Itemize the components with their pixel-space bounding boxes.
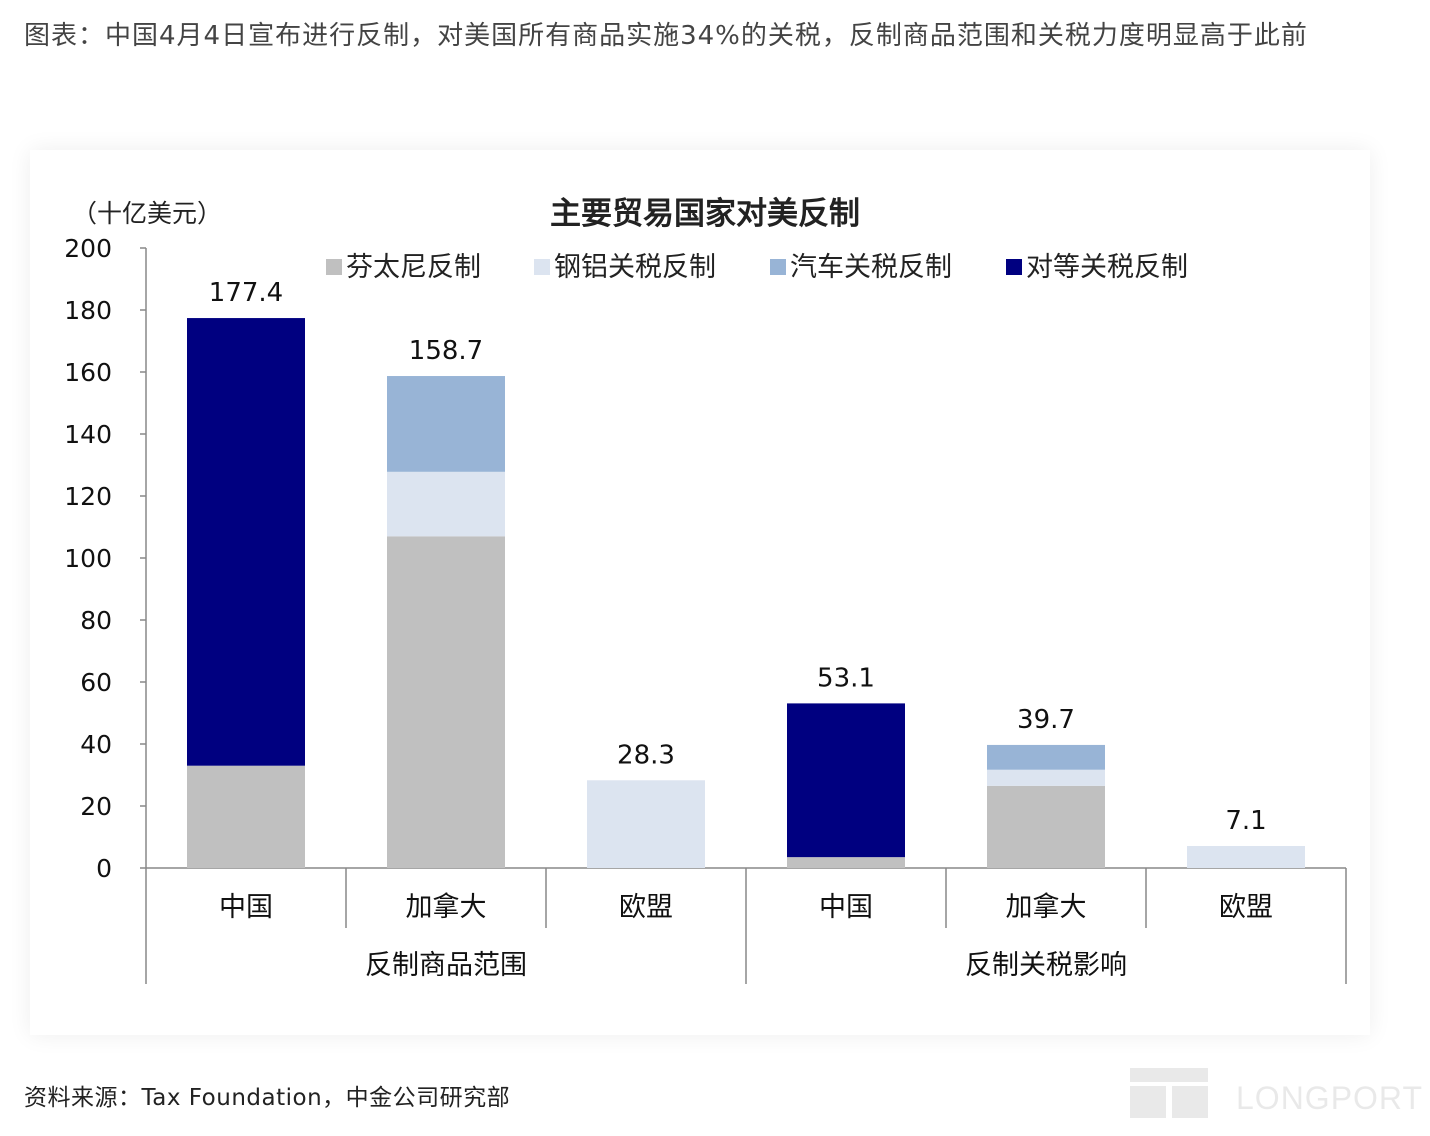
bar-total-label: 28.3 xyxy=(617,740,675,770)
y-tick-label: 120 xyxy=(64,482,112,511)
bar-segment xyxy=(387,536,505,868)
chart-title: 主要贸易国家对美反制 xyxy=(550,196,860,232)
legend-label: 钢铝关税反制 xyxy=(554,252,716,283)
legend-swatch xyxy=(534,259,550,275)
watermark-text: LONGPORT xyxy=(1236,1080,1423,1116)
legend-label: 芬太尼反制 xyxy=(346,252,481,283)
source-note: 资料来源：Tax Foundation，中金公司研究部 xyxy=(24,1085,511,1111)
bar-segment xyxy=(387,376,505,472)
bar-segment xyxy=(987,769,1105,786)
y-axis-unit-label: （十亿美元） xyxy=(72,199,222,228)
x-category-label: 欧盟 xyxy=(1219,892,1273,923)
stacked-bar-chart: 主要贸易国家对美反制 （十亿美元） 0 20 40 60 80 100 120 140 160 1… xyxy=(64,196,1347,984)
bar-segment xyxy=(187,318,305,766)
x-group-label: 反制关税影响 xyxy=(965,950,1127,981)
legend-swatch xyxy=(1006,259,1022,275)
chart-figure: 主要贸易国家对美反制 （十亿美元） 0 20 40 60 80 100 120 140 160 1… xyxy=(30,150,1370,1035)
legend-swatch xyxy=(770,259,786,275)
legend-label: 对等关税反制 xyxy=(1026,252,1188,283)
bar-total-label: 158.7 xyxy=(409,336,483,366)
bar-segment xyxy=(987,785,1105,868)
y-tick-label: 160 xyxy=(64,358,112,387)
legend-label: 汽车关税反制 xyxy=(790,252,952,283)
bar-total-label: 177.4 xyxy=(209,278,283,308)
x-category-label: 加拿大 xyxy=(1006,892,1087,923)
bar-segment xyxy=(587,780,705,868)
longport-watermark: LONGPORT xyxy=(1128,1066,1422,1122)
y-tick-label: 20 xyxy=(80,792,112,821)
bar-segment xyxy=(787,703,905,858)
bar-segment xyxy=(387,471,505,537)
bar-total-label: 53.1 xyxy=(817,663,875,693)
bar-total-label: 39.7 xyxy=(1017,705,1075,735)
bar-segment xyxy=(187,765,305,868)
bar-segment xyxy=(987,744,1105,770)
y-tick-label: 0 xyxy=(96,854,112,883)
legend-swatch xyxy=(326,259,342,275)
x-category-label: 中国 xyxy=(819,892,873,923)
y-tick-label: 80 xyxy=(80,606,112,635)
y-tick-label: 100 xyxy=(64,544,112,573)
y-tick-label: 200 xyxy=(64,234,112,263)
y-tick-label: 180 xyxy=(64,296,112,325)
bar-total-label: 7.1 xyxy=(1225,806,1266,836)
x-category-label: 加拿大 xyxy=(406,892,487,923)
y-tick-label: 60 xyxy=(80,668,112,697)
bar-segment xyxy=(787,857,905,868)
y-tick-label: 140 xyxy=(64,420,112,449)
x-category-label: 中国 xyxy=(219,892,273,923)
figure-caption: 图表：中国4月4日宣布进行反制，对美国所有商品实施34%的关税，反制商品范围和关… xyxy=(24,21,1308,51)
x-category-label: 欧盟 xyxy=(619,892,673,923)
longport-logo-icon xyxy=(1130,1068,1208,1118)
y-tick-label: 40 xyxy=(80,730,112,759)
bar-segment xyxy=(1187,845,1305,868)
x-group-label: 反制商品范围 xyxy=(365,950,527,981)
